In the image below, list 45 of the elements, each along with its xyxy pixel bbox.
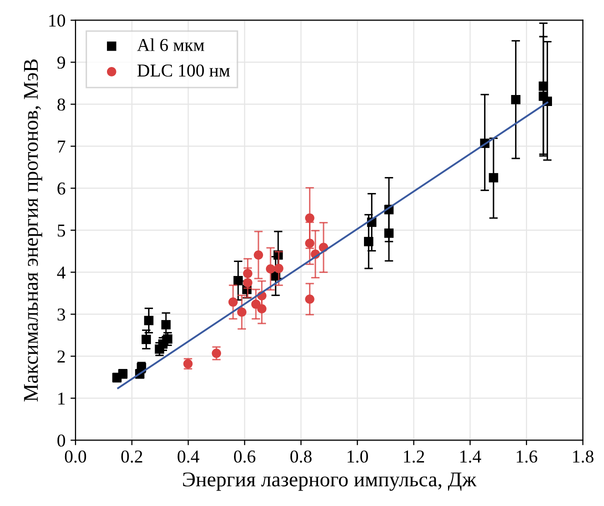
x-tick-label: 1.6	[516, 450, 538, 463]
x-tick-label: 0.2	[121, 450, 142, 463]
point	[233, 276, 243, 286]
point	[488, 173, 498, 182]
point	[305, 238, 314, 248]
y-tick-label: 9	[57, 56, 66, 69]
point	[142, 334, 151, 344]
y-axis-title: Максимальная энергия протонов, МэВ	[24, 59, 42, 402]
point	[364, 236, 374, 246]
point	[228, 297, 238, 307]
point	[212, 348, 222, 358]
y-tick-label: 6	[58, 182, 66, 195]
y-tick-label: 1	[58, 392, 65, 404]
point	[237, 307, 246, 317]
x-tick-label: 1.2	[404, 450, 424, 463]
legend-label: DLC 100 нм	[137, 64, 230, 77]
x-axis-title: Энергия лазерного импульса, Дж	[183, 472, 476, 491]
point	[511, 94, 520, 104]
x-tick-label: 0.8	[290, 450, 312, 463]
y-tick-label: 8	[57, 98, 66, 111]
x-tick-label: 1.8	[573, 450, 594, 463]
x-tick-label: 0.0	[64, 450, 86, 463]
y-tick-label: 3	[58, 308, 66, 321]
point	[538, 82, 548, 91]
point	[243, 268, 252, 278]
x-tick-label: 0.6	[234, 450, 256, 463]
x-tick-label: 0.4	[178, 450, 200, 463]
y-tick-label: 4	[57, 266, 66, 278]
point	[384, 228, 394, 238]
point	[305, 294, 314, 304]
y-tick-label: 2	[58, 350, 65, 362]
legend-label: Al 6 мкм	[137, 38, 204, 52]
point	[305, 213, 314, 223]
y-tick-label: 5	[58, 224, 66, 237]
y-tick-label: 7	[58, 140, 66, 152]
point	[144, 316, 154, 326]
x-tick-label: 1.0	[348, 450, 368, 463]
x-tick-label: 1.4	[460, 450, 482, 463]
y-tick-label: 0	[57, 434, 66, 447]
point	[254, 250, 264, 260]
y-tick-label: 10	[49, 14, 66, 27]
point	[257, 304, 266, 314]
point	[266, 264, 276, 274]
point	[161, 320, 171, 330]
point	[274, 264, 284, 274]
